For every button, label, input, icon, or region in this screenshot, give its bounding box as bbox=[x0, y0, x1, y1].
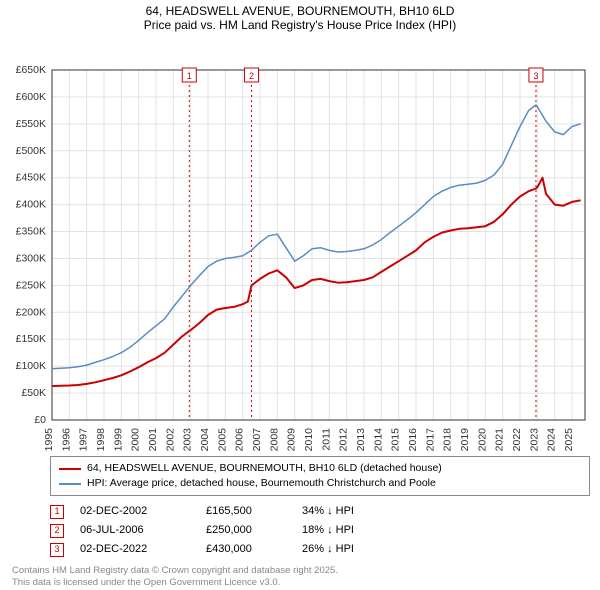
svg-text:2021: 2021 bbox=[494, 428, 506, 452]
sale-marker-number: 2 bbox=[54, 521, 59, 540]
chart-area: £0 £50K £100K £150K £200K £250K £300K £350K £400… bbox=[0, 32, 600, 452]
sale-price: £250,000 bbox=[206, 521, 286, 540]
svg-text:£0: £0 bbox=[34, 414, 46, 426]
svg-text:2013: 2013 bbox=[355, 428, 367, 452]
sale-price: £430,000 bbox=[206, 540, 286, 559]
sale-delta: 18% ↓ HPI bbox=[302, 521, 412, 540]
table-row: 1 02-DEC-2002 £165,500 34% ↓ HPI bbox=[50, 502, 590, 521]
svg-text:£50K: £50K bbox=[21, 387, 46, 399]
legend-swatch bbox=[59, 483, 81, 485]
chart-container: 64, HEADSWELL AVENUE, BOURNEMOUTH, BH10 … bbox=[0, 0, 600, 590]
svg-text:1996: 1996 bbox=[60, 428, 72, 452]
svg-text:£100K: £100K bbox=[16, 360, 46, 372]
svg-text:2014: 2014 bbox=[372, 428, 384, 452]
svg-text:£450K: £450K bbox=[16, 172, 46, 184]
svg-text:£600K: £600K bbox=[16, 91, 46, 103]
sale-date: 06-JUL-2006 bbox=[80, 521, 190, 540]
svg-text:£650K: £650K bbox=[16, 64, 46, 76]
sales-table: 1 02-DEC-2002 £165,500 34% ↓ HPI 2 06-JU… bbox=[50, 502, 590, 559]
svg-text:1995: 1995 bbox=[43, 428, 55, 452]
table-row: 2 06-JUL-2006 £250,000 18% ↓ HPI bbox=[50, 521, 590, 540]
svg-text:2025: 2025 bbox=[563, 428, 575, 452]
svg-text:2010: 2010 bbox=[303, 428, 315, 452]
svg-text:£550K: £550K bbox=[16, 118, 46, 130]
svg-text:1: 1 bbox=[187, 71, 192, 81]
sale-delta: 26% ↓ HPI bbox=[302, 540, 412, 559]
svg-text:2022: 2022 bbox=[511, 428, 523, 452]
line-chart-svg: £0 £50K £100K £150K £200K £250K £300K £350K £400… bbox=[0, 62, 600, 482]
svg-text:2023: 2023 bbox=[528, 428, 540, 452]
svg-text:£500K: £500K bbox=[16, 145, 46, 157]
svg-text:2007: 2007 bbox=[251, 428, 263, 452]
svg-text:2016: 2016 bbox=[407, 428, 419, 452]
sale-delta: 34% ↓ HPI bbox=[302, 502, 412, 521]
svg-text:2006: 2006 bbox=[234, 428, 246, 452]
svg-text:2012: 2012 bbox=[338, 428, 350, 452]
svg-text:2017: 2017 bbox=[424, 428, 436, 452]
attribution-line: Contains HM Land Registry data © Crown c… bbox=[12, 565, 590, 577]
svg-text:2: 2 bbox=[249, 71, 254, 81]
sale-marker-icon: 3 bbox=[50, 543, 64, 557]
svg-text:2002: 2002 bbox=[164, 428, 176, 452]
svg-text:1999: 1999 bbox=[112, 428, 124, 452]
svg-text:£250K: £250K bbox=[16, 279, 46, 291]
chart-title: 64, HEADSWELL AVENUE, BOURNEMOUTH, BH10 … bbox=[0, 0, 600, 18]
svg-text:2019: 2019 bbox=[459, 428, 471, 452]
sale-date: 02-DEC-2002 bbox=[80, 502, 190, 521]
svg-text:2004: 2004 bbox=[199, 428, 211, 452]
svg-text:2008: 2008 bbox=[268, 428, 280, 452]
sale-marker-icon: 2 bbox=[50, 524, 64, 538]
svg-text:2024: 2024 bbox=[546, 428, 558, 452]
svg-text:1998: 1998 bbox=[95, 428, 107, 452]
svg-text:2001: 2001 bbox=[147, 428, 159, 452]
svg-text:1997: 1997 bbox=[78, 428, 90, 452]
sale-marker-icon: 1 bbox=[50, 505, 64, 519]
svg-text:£350K: £350K bbox=[16, 226, 46, 238]
svg-text:£400K: £400K bbox=[16, 199, 46, 211]
attribution-text: Contains HM Land Registry data © Crown c… bbox=[12, 565, 590, 589]
chart-subtitle: Price paid vs. HM Land Registry's House … bbox=[0, 18, 600, 32]
svg-text:£150K: £150K bbox=[16, 333, 46, 345]
sale-marker-number: 3 bbox=[54, 540, 59, 559]
svg-text:£300K: £300K bbox=[16, 252, 46, 264]
attribution-line: This data is licensed under the Open Gov… bbox=[12, 577, 590, 589]
sale-date: 02-DEC-2022 bbox=[80, 540, 190, 559]
svg-text:2000: 2000 bbox=[130, 428, 142, 452]
sale-marker-number: 1 bbox=[54, 502, 59, 521]
table-row: 3 02-DEC-2022 £430,000 26% ↓ HPI bbox=[50, 540, 590, 559]
sale-price: £165,500 bbox=[206, 502, 286, 521]
svg-text:3: 3 bbox=[533, 71, 538, 81]
svg-text:2020: 2020 bbox=[476, 428, 488, 452]
svg-text:2003: 2003 bbox=[182, 428, 194, 452]
svg-text:£200K: £200K bbox=[16, 306, 46, 318]
svg-text:2011: 2011 bbox=[320, 428, 332, 451]
svg-text:2018: 2018 bbox=[442, 428, 454, 452]
svg-text:2005: 2005 bbox=[216, 428, 228, 452]
svg-text:2015: 2015 bbox=[390, 428, 402, 452]
svg-text:2009: 2009 bbox=[286, 428, 298, 452]
